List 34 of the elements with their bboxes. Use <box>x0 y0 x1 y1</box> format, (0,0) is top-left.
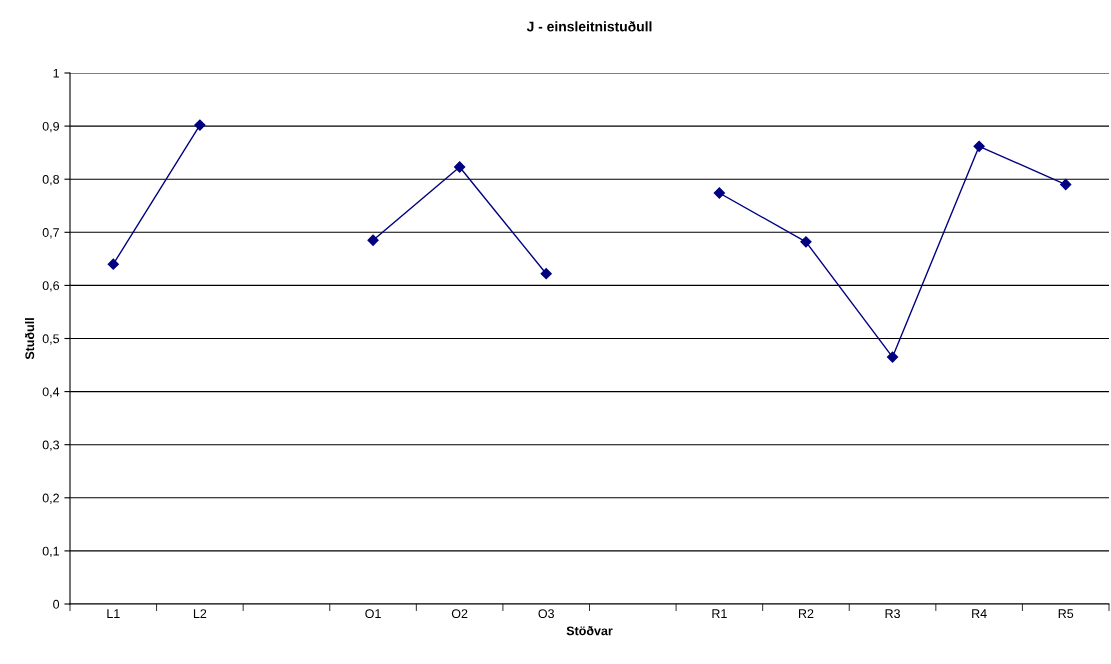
point <box>1060 178 1072 191</box>
x-tick-label: R1 <box>712 609 727 618</box>
x-axis-title: Stöðvar <box>566 625 613 636</box>
point <box>194 119 206 131</box>
point <box>367 234 379 246</box>
x-tick-label: O3 <box>538 609 554 619</box>
x-tick-label: R5 <box>1058 609 1074 619</box>
y-tick-label: 0,8 <box>42 175 60 186</box>
y-tick-label: 0,1 <box>42 546 59 558</box>
point <box>540 268 552 280</box>
point <box>454 161 466 173</box>
y-tick-label: 0,2 <box>42 493 59 504</box>
point <box>973 140 985 152</box>
y-tick-label: 0,3 <box>42 440 60 451</box>
x-tick-label: R4 <box>972 609 987 618</box>
y-axis-title: Stuðull <box>24 318 35 360</box>
point <box>713 187 725 199</box>
y-tick-label: 0,4 <box>42 387 60 398</box>
chart-title: J - einsleitnistuðull <box>526 21 652 32</box>
y-tick-label: 0,5 <box>42 334 60 345</box>
x-tick-label: R3 <box>885 609 900 619</box>
y-tick-label: 0 <box>53 599 60 609</box>
y-tick-label: 0,9 <box>42 121 59 133</box>
y-tick-label: 1 <box>53 68 59 78</box>
x-tick-label: O1 <box>365 609 381 619</box>
y-tick-label: 0,6 <box>42 281 60 292</box>
x-tick-label: L2 <box>193 609 207 618</box>
point <box>800 236 812 248</box>
x-tick-label: L1 <box>107 609 120 618</box>
x-tick-label: R2 <box>798 609 814 618</box>
x-tick-label: O2 <box>451 609 468 619</box>
point <box>886 351 899 363</box>
y-tick-label: 0,7 <box>42 228 59 239</box>
point <box>107 258 119 270</box>
